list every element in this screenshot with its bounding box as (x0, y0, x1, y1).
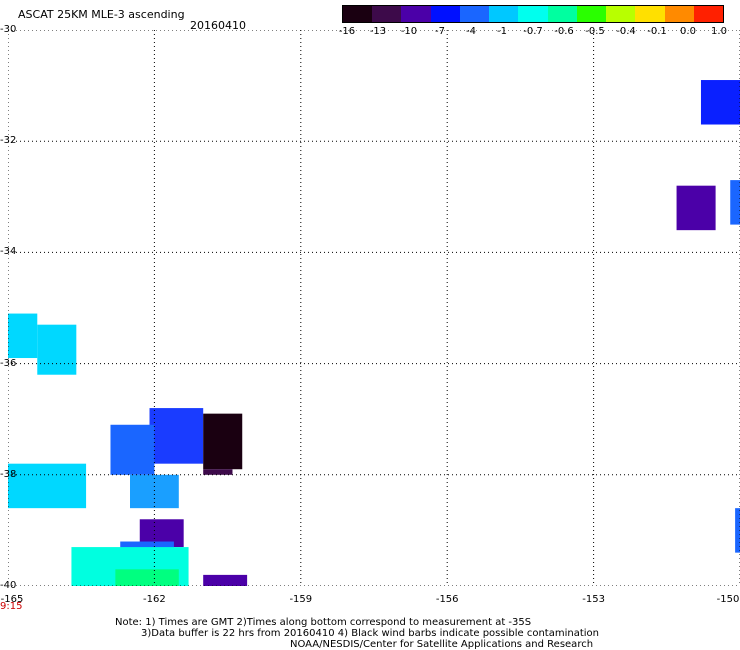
y-tick-label: -34 (0, 246, 17, 258)
colorbar-segment (343, 6, 373, 22)
colorbar-label: -16 (338, 26, 356, 37)
colorbar (342, 5, 724, 23)
y-tick-label: -36 (0, 357, 17, 369)
colorbar-segment (489, 6, 519, 22)
x-tick-label: -156 (435, 594, 459, 605)
colorbar-label: -1 (497, 26, 507, 37)
y-tick-label: -30 (0, 24, 17, 35)
wind-cell (203, 574, 248, 586)
wind-cell (37, 324, 77, 375)
wind-cell (130, 474, 179, 509)
wind-cell (730, 180, 740, 225)
colorbar-label: -0.5 (585, 26, 605, 37)
colorbar-segment (401, 6, 431, 22)
colorbar-segment (459, 6, 490, 22)
map-date: 20160410 (190, 19, 246, 32)
wind-cell (203, 469, 233, 475)
colorbar-label: -13 (369, 26, 387, 37)
wind-cell (735, 508, 740, 553)
colorbar-label: -4 (466, 26, 476, 37)
map-plot (8, 30, 740, 586)
y-tick-label: -40 (0, 580, 17, 591)
colorbar-segment (693, 6, 724, 22)
colorbar-label: -0.4 (616, 26, 636, 37)
note-line-2: 3)Data buffer is 22 hrs from 20160410 4)… (141, 628, 599, 639)
colorbar-segment (430, 6, 460, 22)
y-tick-label: -32 (0, 135, 17, 147)
note-line-3: NOAA/NESDIS/Center for Satellite Applica… (290, 639, 594, 650)
time-label: 9:15 (0, 601, 23, 612)
x-tick-label: -153 (582, 594, 605, 605)
x-tick-label: -162 (143, 594, 166, 605)
colorbar-label: 1.0 (711, 26, 727, 37)
x-tick-label: -165 (0, 594, 24, 605)
wind-cell (115, 569, 179, 586)
wind-cell (203, 413, 243, 470)
colorbar-segment (635, 6, 665, 22)
colorbar-segment (372, 6, 402, 22)
note-line-1: Note: 1) Times are GMT 2)Times along bot… (115, 617, 532, 628)
colorbar-segment (664, 6, 694, 22)
x-tick-label: -150 (716, 594, 740, 605)
wind-cell (110, 424, 155, 475)
colorbar-label: 0.0 (680, 26, 696, 37)
wind-cell (700, 80, 740, 125)
colorbar-label: -0.7 (523, 26, 543, 37)
y-tick-label: -38 (0, 468, 17, 480)
map-title: ASCAT 25KM MLE-3 ascending (18, 8, 185, 21)
colorbar-label: -7 (435, 26, 445, 37)
colorbar-segment (547, 6, 577, 22)
wind-cell (149, 408, 204, 464)
x-tick-label: -159 (289, 594, 313, 605)
wind-cell (676, 185, 716, 231)
colorbar-label: -0.6 (554, 26, 574, 37)
wind-cell (8, 313, 38, 359)
colorbar-label: -10 (400, 26, 418, 37)
wind-cell (8, 463, 87, 509)
colorbar-label: -0.1 (647, 26, 667, 37)
colorbar-segment (606, 6, 636, 22)
colorbar-segment (518, 6, 548, 22)
colorbar-segment (576, 6, 607, 22)
